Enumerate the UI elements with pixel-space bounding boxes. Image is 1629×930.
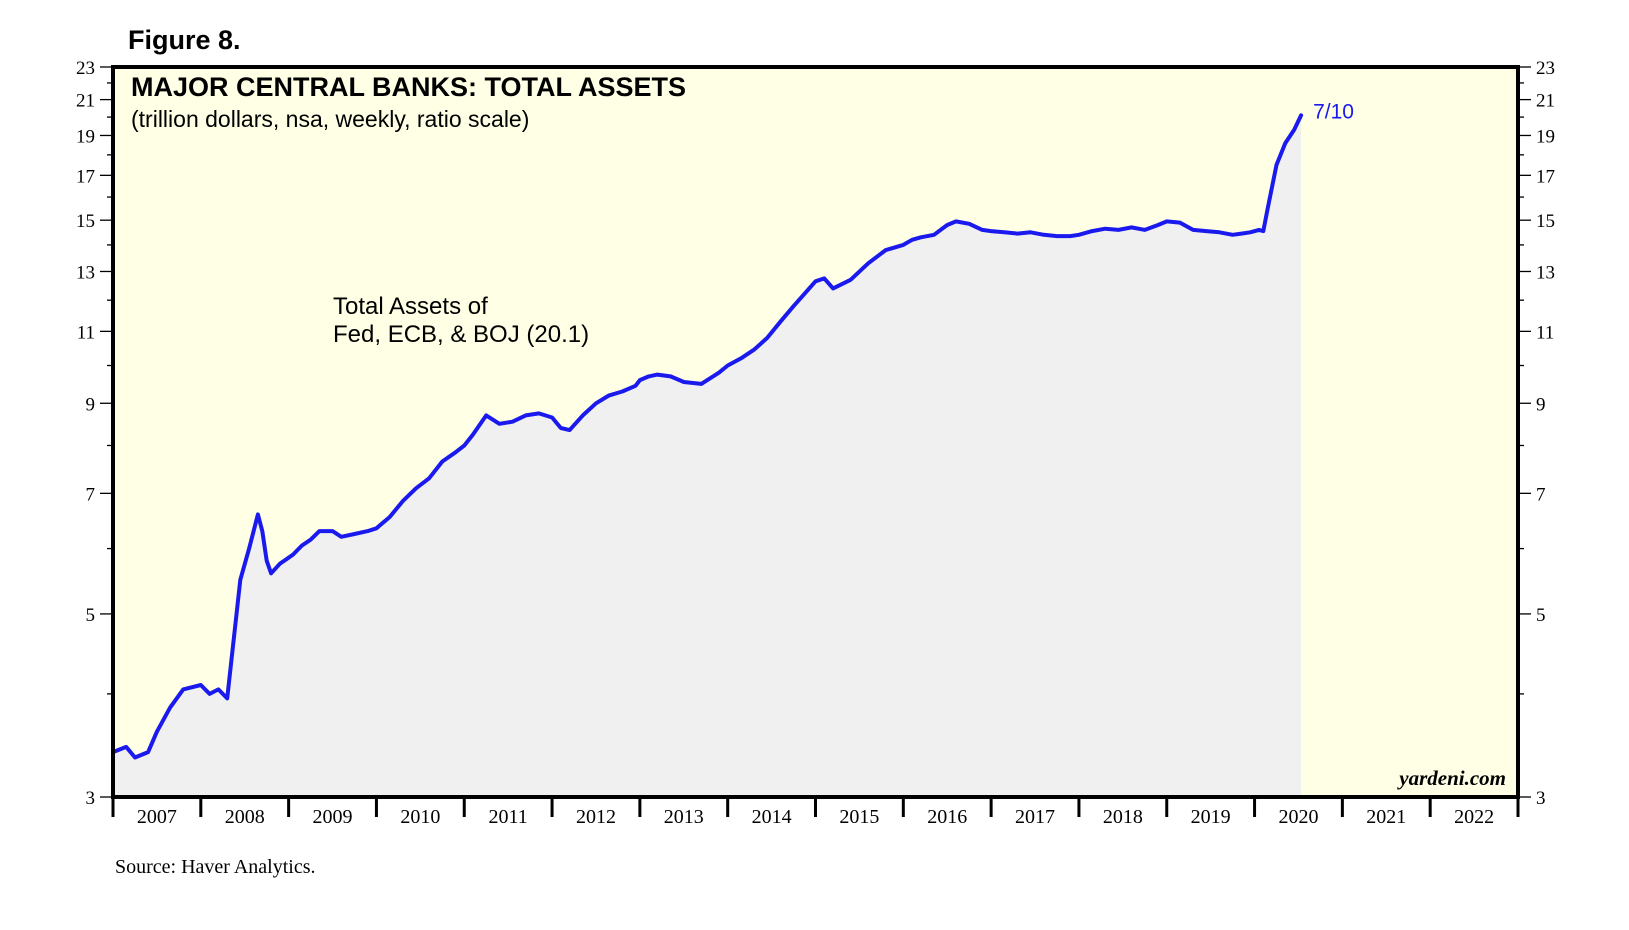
y-tick-label-right: 21 bbox=[1536, 91, 1555, 112]
brand-watermark: yardeni.com bbox=[1396, 766, 1506, 790]
y-tick-label-right: 11 bbox=[1536, 322, 1554, 343]
x-tick-label: 2014 bbox=[752, 806, 792, 828]
series-area bbox=[113, 115, 1302, 798]
chart-subtitle: (trillion dollars, nsa, weekly, ratio sc… bbox=[131, 106, 529, 132]
y-tick-label-left: 15 bbox=[76, 211, 95, 232]
x-tick-label: 2022 bbox=[1454, 806, 1494, 828]
y-tick-label-right: 17 bbox=[1536, 166, 1555, 187]
chart-title: MAJOR CENTRAL BANKS: TOTAL ASSETS bbox=[131, 72, 686, 102]
y-tick-label-left: 9 bbox=[86, 394, 96, 415]
y-tick-label-right: 3 bbox=[1536, 788, 1546, 809]
x-tick-label: 2015 bbox=[839, 806, 879, 828]
y-tick-label-left: 11 bbox=[77, 322, 95, 343]
x-tick-label: 2018 bbox=[1103, 806, 1143, 828]
x-tick-label: 2013 bbox=[664, 806, 704, 828]
chart-marks: 7/10 bbox=[111, 100, 1354, 798]
x-tick-label: 2017 bbox=[1015, 806, 1055, 828]
y-tick-label-right: 5 bbox=[1536, 605, 1546, 626]
x-tick-label: 2020 bbox=[1278, 806, 1318, 828]
y-tick-label-right: 7 bbox=[1536, 484, 1546, 505]
x-tick-label: 2012 bbox=[576, 806, 616, 828]
future-region-background bbox=[1301, 67, 1518, 797]
x-tick-label: 2016 bbox=[927, 806, 967, 828]
y-tick-label-left: 19 bbox=[76, 126, 95, 147]
y-tick-label-right: 9 bbox=[1536, 394, 1546, 415]
x-tick-label: 2021 bbox=[1366, 806, 1406, 828]
x-tick-label: 2011 bbox=[489, 806, 528, 828]
end-date-label: 7/10 bbox=[1313, 100, 1354, 123]
x-tick-label: 2010 bbox=[400, 806, 440, 828]
y-tick-label-left: 5 bbox=[86, 605, 96, 626]
chart-axes: 3 3 5 5 7 7 9 9 11 11 13 13 15 15 17 17 19 19 21 21 23 23 2007… bbox=[76, 58, 1555, 828]
y-tick-label-right: 23 bbox=[1536, 58, 1555, 79]
source-note: Source: Haver Analytics. bbox=[115, 856, 316, 878]
x-tick-label: 2007 bbox=[137, 806, 177, 828]
y-tick-label-left: 21 bbox=[76, 91, 95, 112]
y-tick-label-left: 23 bbox=[76, 58, 95, 79]
y-tick-label-left: 13 bbox=[76, 262, 95, 283]
annotation-line-2: Fed, ECB, & BOJ (20.1) bbox=[333, 321, 589, 348]
y-tick-label-right: 13 bbox=[1536, 262, 1555, 283]
x-tick-label: 2019 bbox=[1191, 806, 1231, 828]
figure-label: Figure 8. bbox=[128, 25, 241, 55]
y-tick-label-right: 15 bbox=[1536, 211, 1555, 232]
x-tick-label: 2008 bbox=[225, 806, 265, 828]
annotation-line-1: Total Assets of bbox=[333, 293, 488, 320]
y-tick-label-left: 7 bbox=[86, 484, 96, 505]
y-tick-label-left: 17 bbox=[76, 166, 95, 187]
series-line bbox=[111, 113, 1304, 760]
y-tick-label-left: 3 bbox=[86, 788, 96, 809]
x-tick-label: 2009 bbox=[313, 806, 353, 828]
y-tick-label-right: 19 bbox=[1536, 126, 1555, 147]
